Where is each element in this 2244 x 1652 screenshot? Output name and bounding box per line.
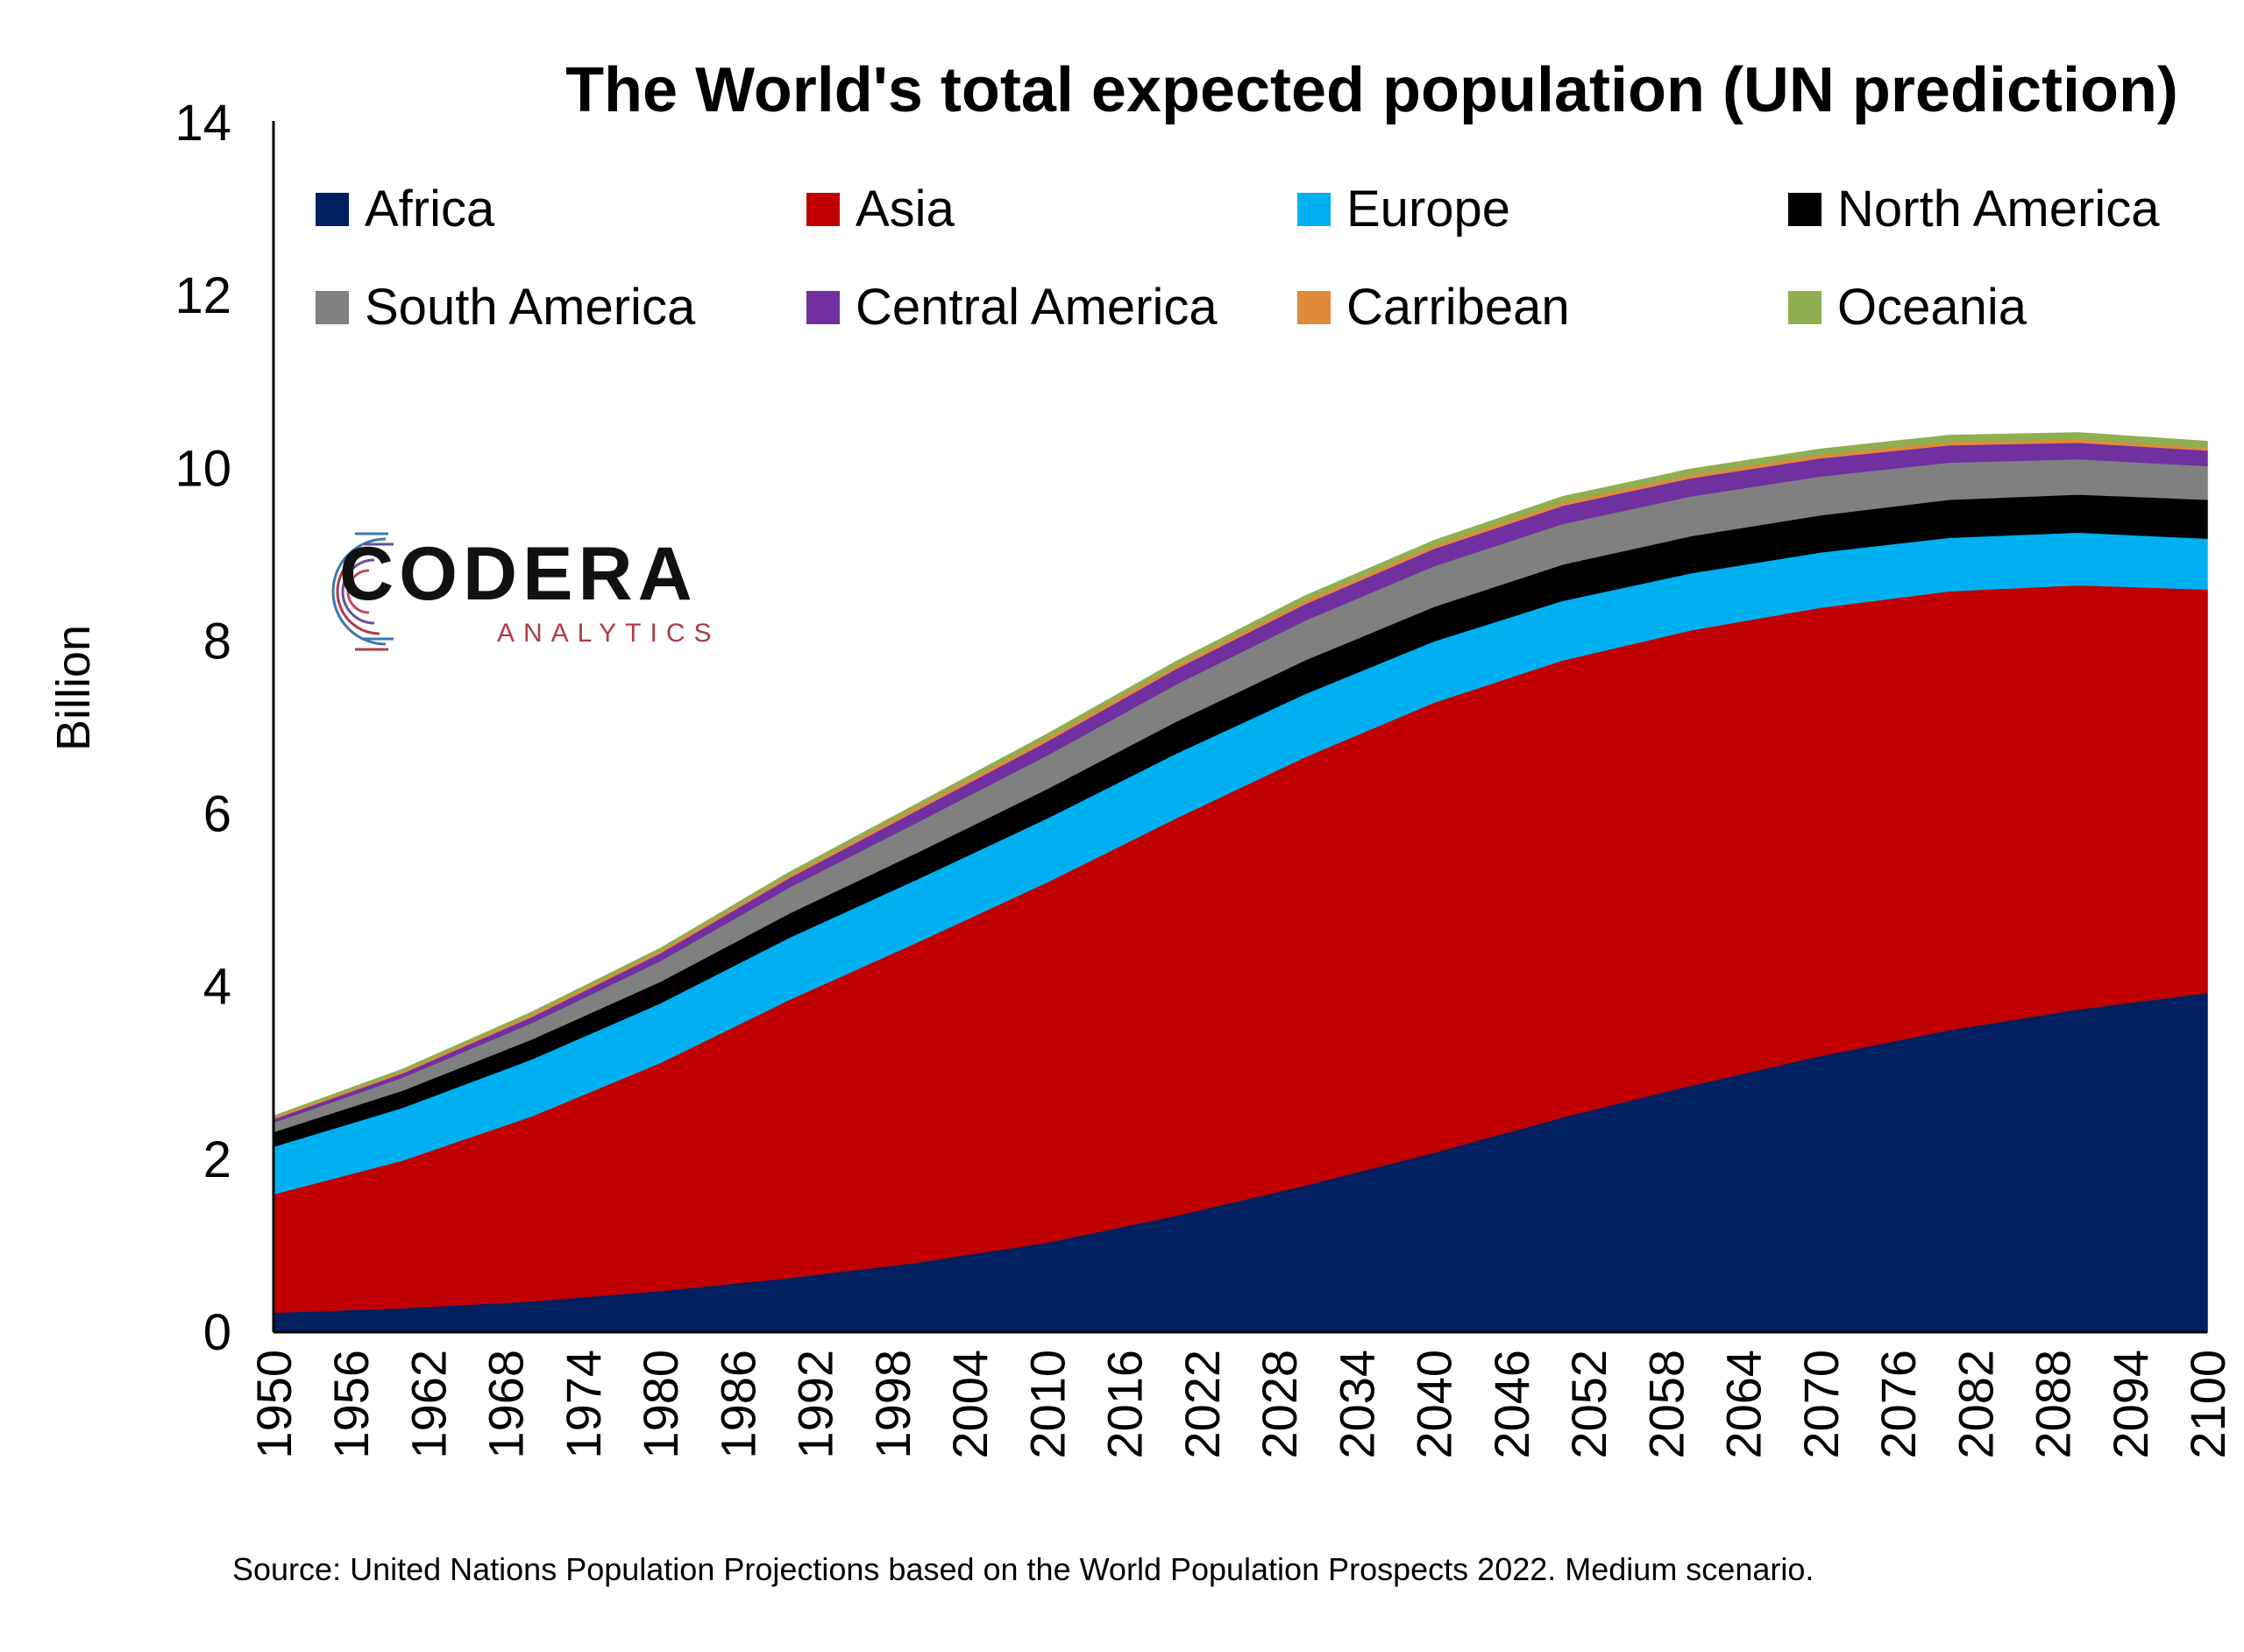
legend-swatch bbox=[1297, 290, 1331, 324]
y-tick-label: 0 bbox=[203, 1304, 231, 1361]
legend-item: Europe bbox=[1297, 180, 1510, 238]
x-tick-label: 1974 bbox=[556, 1350, 611, 1459]
legend-label: North America bbox=[1837, 181, 2160, 238]
x-tick-label: 1986 bbox=[710, 1350, 765, 1459]
x-tick-label: 2034 bbox=[1329, 1350, 1384, 1459]
legend-label: Central America bbox=[856, 279, 1218, 336]
legend-item: Carribean bbox=[1297, 278, 1570, 337]
axes-group bbox=[272, 121, 2207, 1334]
legend-item: Asia bbox=[806, 180, 955, 238]
source-note: Source: United Nations Population Projec… bbox=[232, 1551, 1814, 1587]
legend-label: Oceania bbox=[1837, 279, 2027, 336]
x-tick-label: 1956 bbox=[323, 1350, 379, 1459]
y-tick-labels: 0 2 4 6 8 10 12 14 bbox=[174, 95, 231, 1361]
x-tick-label: 2058 bbox=[1638, 1350, 1694, 1459]
area-series-group bbox=[273, 432, 2208, 1333]
y-tick-label: 8 bbox=[203, 613, 231, 670]
legend-item: Central America bbox=[806, 278, 1218, 337]
y-tick-label: 14 bbox=[174, 95, 231, 152]
y-axis-label: Billion bbox=[47, 625, 100, 751]
legend-label: Africa bbox=[365, 181, 495, 238]
legend-item: Oceania bbox=[1788, 278, 2027, 337]
legend-swatch bbox=[316, 192, 349, 226]
x-tick-label: 2082 bbox=[1948, 1350, 2003, 1459]
y-tick-label: 12 bbox=[174, 267, 231, 324]
x-tick-label: 2094 bbox=[2103, 1350, 2158, 1459]
legend-label: South America bbox=[365, 279, 696, 336]
legend-label: Europe bbox=[1346, 181, 1511, 238]
y-tick-label: 4 bbox=[203, 959, 231, 1016]
logo-wordmark: CODERA bbox=[339, 532, 698, 616]
x-tick-label: 2046 bbox=[1484, 1350, 1539, 1459]
y-tick-label: 2 bbox=[203, 1131, 231, 1188]
legend-label: Asia bbox=[856, 181, 955, 238]
y-tick-label: 6 bbox=[203, 786, 231, 843]
legend-swatch bbox=[1297, 192, 1331, 226]
x-tick-label: 1962 bbox=[401, 1350, 456, 1459]
x-tick-labels: 1950 1956 1962 1968 1974 1980 1986 1992 1998 2004… bbox=[246, 1350, 2235, 1459]
logo-subtitle: ANALYTICS bbox=[497, 619, 721, 648]
y-tick-label: 10 bbox=[174, 440, 231, 497]
x-tick-label: 2022 bbox=[1175, 1350, 1230, 1459]
chart-title: The World's total expected population (U… bbox=[565, 55, 2178, 125]
legend-swatch bbox=[1788, 290, 1821, 324]
legend-swatch bbox=[806, 290, 840, 324]
x-tick-label: 2028 bbox=[1252, 1350, 1307, 1459]
x-tick-label: 2070 bbox=[1793, 1350, 1849, 1459]
legend-item: North America bbox=[1788, 180, 2159, 238]
legend-swatch bbox=[316, 290, 349, 324]
legend-label: Carribean bbox=[1346, 279, 1570, 336]
x-tick-label: 2010 bbox=[1019, 1350, 1075, 1459]
area-oceania bbox=[273, 432, 2208, 1118]
x-tick-label: 2064 bbox=[1716, 1350, 1772, 1459]
x-tick-label: 1992 bbox=[788, 1350, 843, 1459]
x-tick-label: 2100 bbox=[2180, 1350, 2235, 1459]
x-tick-label: 1950 bbox=[246, 1350, 302, 1459]
x-tick-label: 2076 bbox=[1871, 1350, 1926, 1459]
x-tick-label: 1980 bbox=[633, 1350, 688, 1459]
legend-item: South America bbox=[316, 278, 695, 337]
logo-mark-icon bbox=[331, 532, 394, 651]
codera-logo: CODERA ANALYTICS bbox=[302, 521, 723, 662]
legend-item: Africa bbox=[316, 180, 494, 238]
x-tick-label: 1998 bbox=[865, 1350, 920, 1459]
legend-swatch bbox=[1788, 192, 1821, 226]
legend: Africa Asia Europe North America South Ameri… bbox=[316, 180, 2226, 372]
x-tick-label: 2040 bbox=[1407, 1350, 1462, 1459]
x-tick-label: 2052 bbox=[1561, 1350, 1616, 1459]
x-tick-label: 2016 bbox=[1097, 1350, 1153, 1459]
x-tick-label: 1968 bbox=[479, 1350, 534, 1459]
legend-swatch bbox=[806, 192, 840, 226]
x-tick-label: 2004 bbox=[942, 1350, 998, 1459]
x-tick-label: 2088 bbox=[2026, 1350, 2081, 1459]
